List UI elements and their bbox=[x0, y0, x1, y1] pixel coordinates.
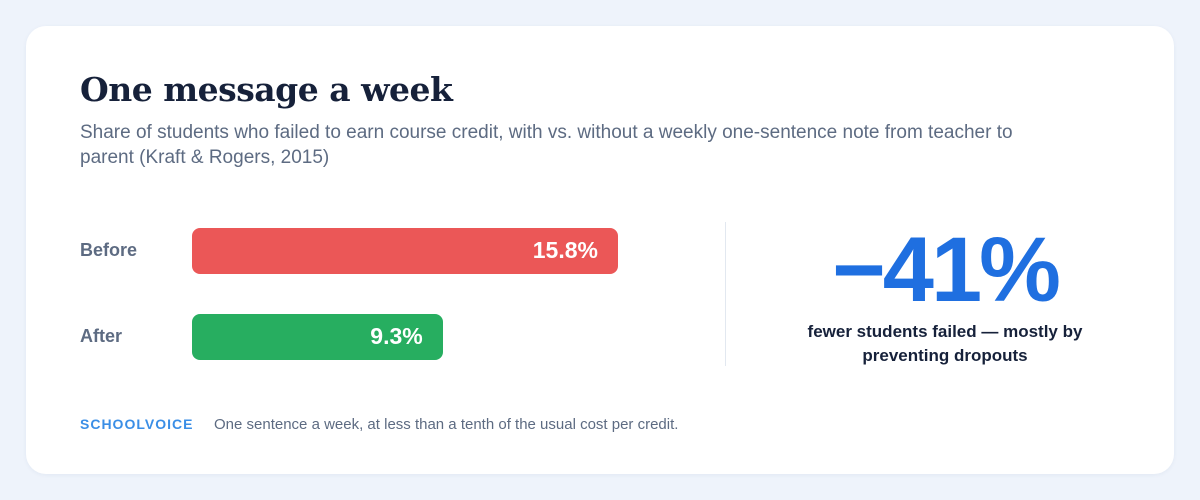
callout-text: fewer students failed — mostly by preven… bbox=[807, 322, 1083, 365]
category-label: After bbox=[80, 326, 123, 346]
brand: SCHOOLVOICE bbox=[80, 416, 194, 432]
divider bbox=[725, 222, 726, 366]
chart-subtitle: Share of students who failed to earn cou… bbox=[80, 122, 1013, 168]
bar bbox=[192, 228, 618, 274]
callout-stat: −41% bbox=[832, 219, 1061, 321]
footer-note: One sentence a week, at less than a tent… bbox=[214, 416, 679, 433]
category-label: Before bbox=[80, 240, 138, 260]
value-label: 15.8% bbox=[532, 237, 598, 263]
bar bbox=[192, 314, 443, 360]
value-label: 9.3% bbox=[370, 323, 423, 349]
chart-title: One message a week bbox=[80, 70, 453, 109]
